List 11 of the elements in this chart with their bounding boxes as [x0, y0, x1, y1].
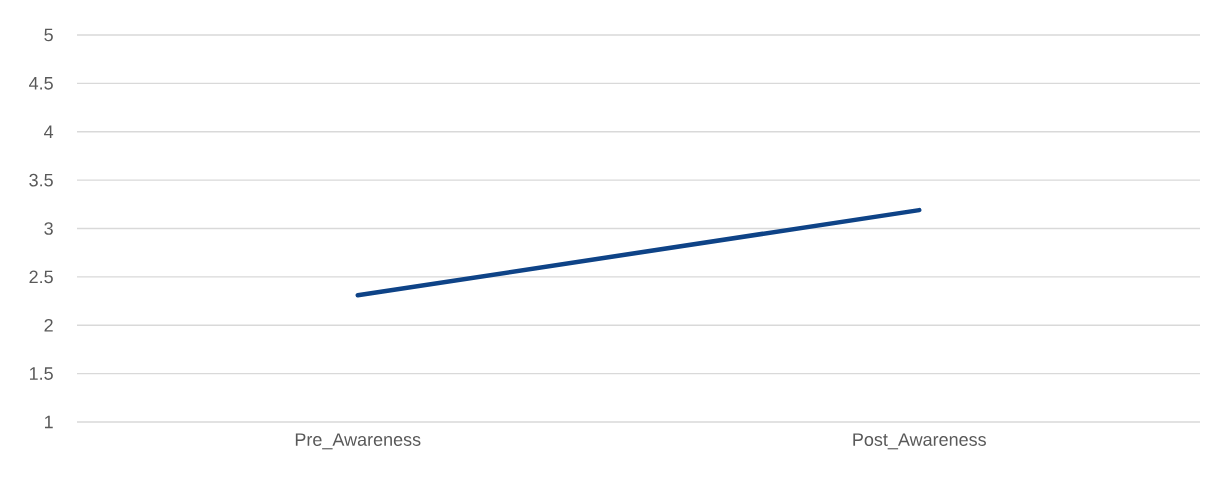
y-tick-label: 2: [44, 318, 53, 332]
y-tick-label: 1: [44, 415, 53, 429]
x-tick-label: Pre_Awareness: [295, 433, 421, 450]
y-tick-label: 5: [44, 28, 53, 42]
y-tick-label: 3: [44, 222, 53, 235]
y-tick-label: 4: [44, 125, 54, 138]
y-tick-label: 3.5: [29, 173, 53, 187]
x-tick-label: Post_Awareness: [853, 433, 986, 450]
y-tick-label: 1.5: [29, 367, 53, 380]
y-tick-label: 2.5: [29, 270, 53, 284]
y-tick-label: 4.5: [29, 77, 53, 90]
